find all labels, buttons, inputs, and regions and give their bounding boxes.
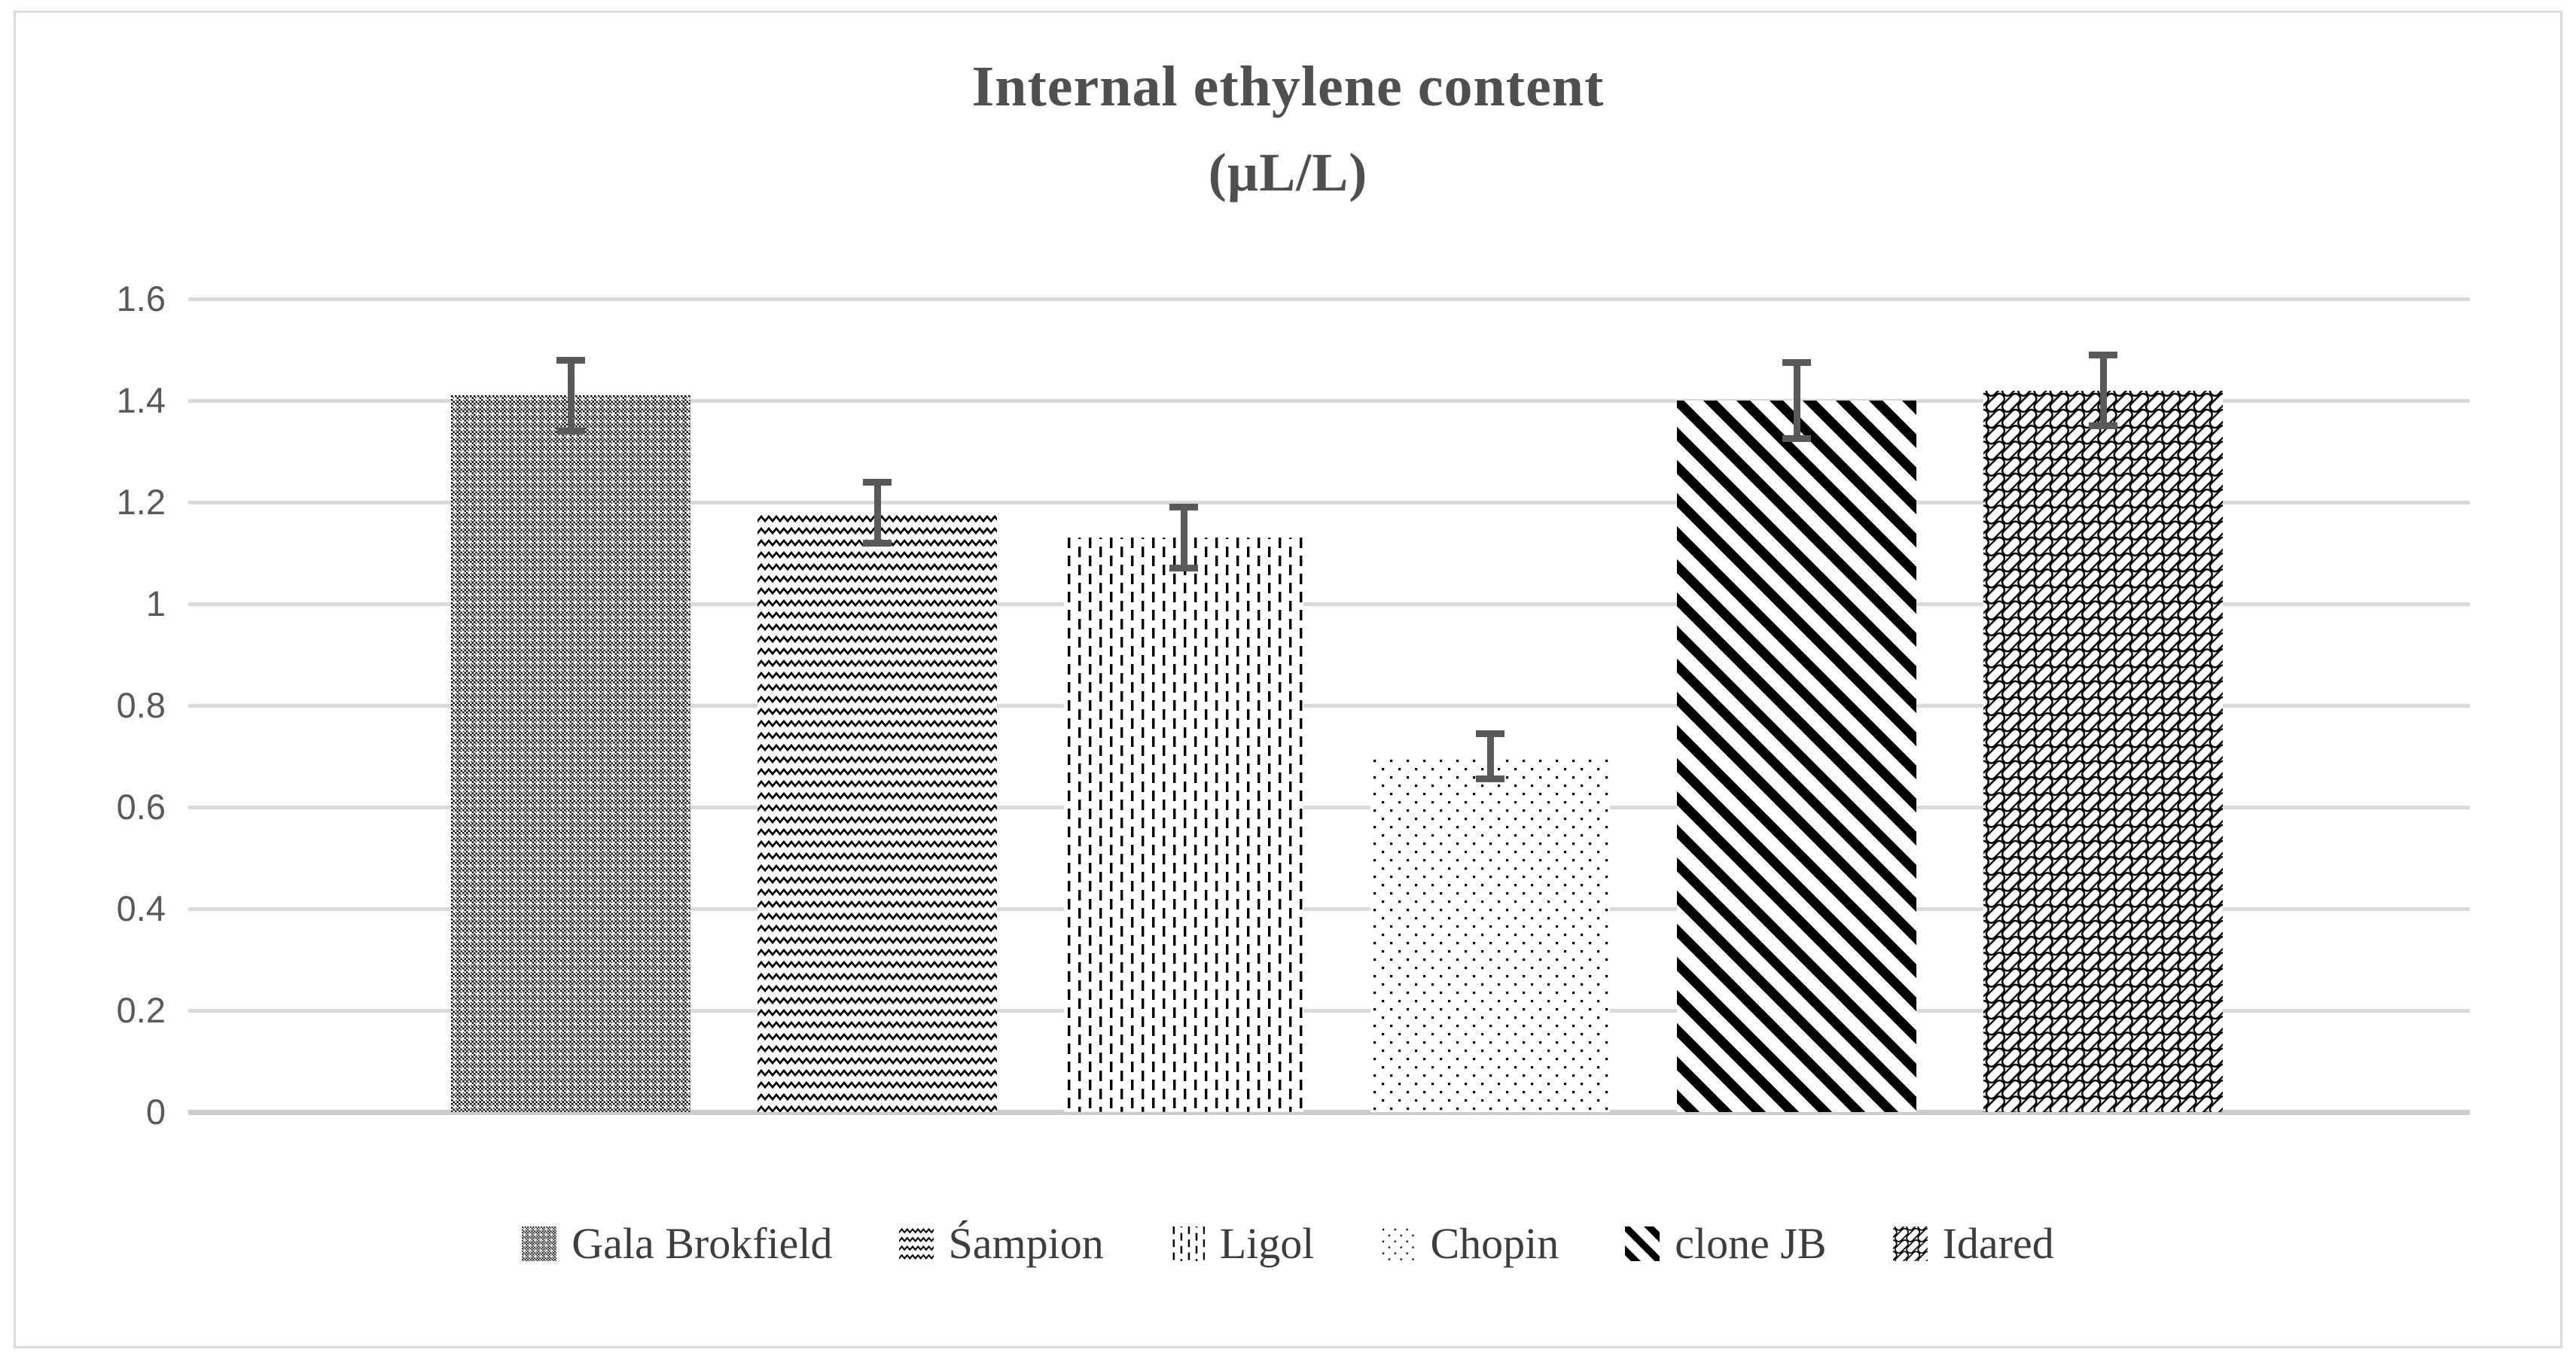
- legend-item-sampion: Śampion: [898, 1218, 1104, 1269]
- legend-label-gala-brokfield: Gala Brokfield: [572, 1219, 833, 1268]
- error-bar-cap-bottom-sampion: [863, 539, 892, 547]
- legend-swatch-sampion: [898, 1226, 934, 1261]
- error-bar-cap-top-ligol: [1169, 504, 1198, 511]
- legend-item-chopin: Chopin: [1380, 1218, 1559, 1269]
- legend-label-clone-jb: clone JB: [1675, 1219, 1827, 1268]
- gridline: [188, 602, 2470, 606]
- gridline: [188, 806, 2470, 809]
- error-bar-idared: [2099, 355, 2107, 426]
- error-bar-cap-bottom-idared: [2089, 422, 2117, 430]
- y-tick-label: 1: [145, 584, 166, 623]
- bar-gala-brokfield: [451, 395, 690, 1112]
- error-bar-cap-bottom-gala-brokfield: [556, 428, 585, 434]
- error-bar-chopin: [1486, 733, 1494, 779]
- legend-label-idared: Idared: [1942, 1219, 2054, 1268]
- error-bar-cap-top-gala-brokfield: [556, 356, 585, 364]
- error-bar-cap-top-sampion: [863, 478, 892, 486]
- gridline: [188, 907, 2470, 911]
- legend-swatch-idared: [1892, 1226, 1928, 1261]
- legend-swatch-gala-brokfield: [522, 1226, 557, 1261]
- error-bar-sampion: [873, 482, 881, 543]
- y-tick-label: 1.6: [116, 279, 166, 318]
- legend-label-ligol: Ligol: [1219, 1219, 1315, 1268]
- y-tick-label: 0.2: [116, 990, 166, 1030]
- bar-idared: [1983, 390, 2223, 1112]
- legend: Gala Brokfield Śampion Ligol Chopin clone JB…: [0, 1218, 2576, 1269]
- legend-label-sampion: Śampion: [948, 1219, 1104, 1268]
- legend-label-chopin: Chopin: [1430, 1219, 1559, 1268]
- error-bar-cap-top-chopin: [1476, 730, 1504, 737]
- y-tick-label: 0: [145, 1092, 166, 1132]
- error-bar-cap-top-idared: [2089, 351, 2117, 358]
- legend-swatch-clone-jb: [1625, 1226, 1660, 1261]
- bar-sampion: [758, 512, 997, 1112]
- y-tick-label: 1.2: [116, 482, 166, 522]
- gridline: [188, 704, 2470, 708]
- gridline: [188, 501, 2470, 504]
- figure-border: [14, 11, 2562, 1348]
- x-axis-line: [188, 1110, 2470, 1115]
- legend-swatch-chopin: [1380, 1226, 1416, 1261]
- legend-item-idared: Idared: [1892, 1218, 2054, 1269]
- y-tick-label: 0.6: [116, 787, 166, 827]
- chart-title-units: (µL/L): [1208, 142, 1368, 203]
- y-tick-label: 0.8: [116, 685, 166, 725]
- error-bar-cap-bottom-chopin: [1476, 775, 1504, 783]
- legend-swatch-ligol: [1169, 1226, 1205, 1261]
- error-bar-ligol: [1180, 507, 1187, 568]
- legend-item-ligol: Ligol: [1169, 1218, 1315, 1269]
- gridline: [188, 297, 2470, 301]
- error-bar-cap-bottom-ligol: [1169, 565, 1198, 572]
- gridline: [188, 399, 2470, 403]
- gridline: [188, 1009, 2470, 1013]
- y-tick-label: 0.4: [116, 888, 166, 928]
- error-bar-clone-jb: [1793, 362, 1800, 439]
- error-bar-cap-bottom-clone-jb: [1782, 435, 1811, 443]
- legend-item-gala-brokfield: Gala Brokfield: [522, 1218, 833, 1269]
- chart-title: Internal ethylene content: [971, 55, 1605, 118]
- plot-area: [188, 297, 2470, 1115]
- error-bar-cap-top-clone-jb: [1782, 358, 1811, 366]
- bar-clone-jb: [1677, 401, 1916, 1112]
- error-bar-gala-brokfield: [567, 360, 575, 431]
- y-tick-label: 1.4: [116, 380, 166, 420]
- bar-chopin: [1370, 756, 1610, 1112]
- bar-ligol: [1064, 538, 1303, 1112]
- legend-item-clone-jb: clone JB: [1625, 1218, 1827, 1269]
